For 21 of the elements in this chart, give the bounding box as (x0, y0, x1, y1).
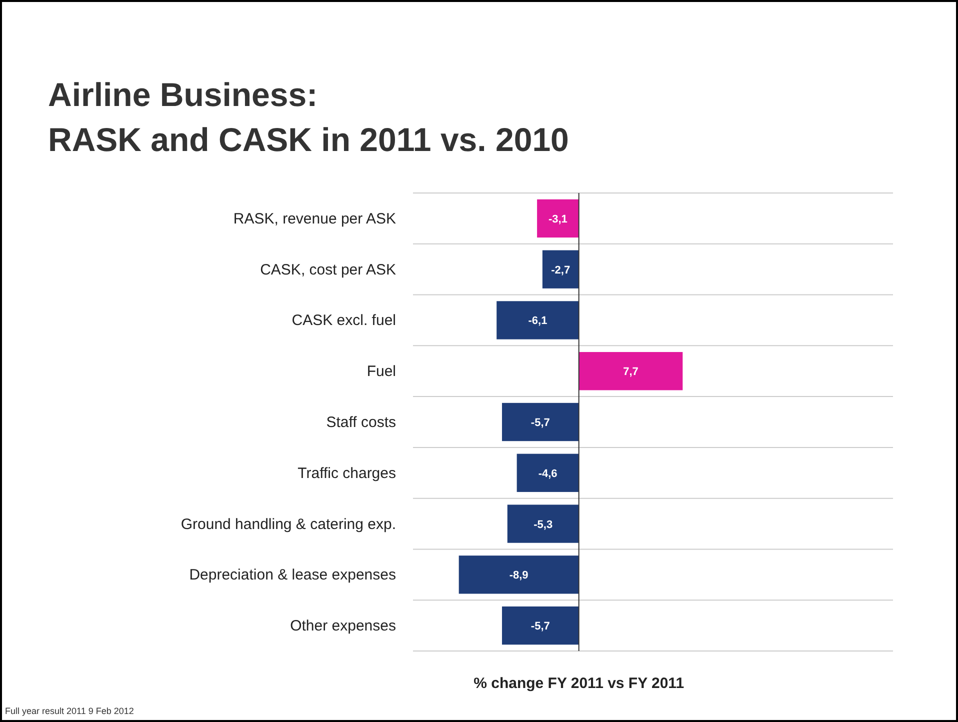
text: Full year result 2011 9 Feb 2012 (5, 706, 134, 716)
data-label: -4,6 (538, 468, 558, 480)
y-tick-label: RASK, revenue per ASK (233, 210, 396, 228)
data-label: -5,7 (530, 620, 550, 633)
data-label: -6,1 (528, 315, 548, 328)
y-tick-label: Staff costs (326, 414, 396, 431)
data-label: -8,9 (509, 570, 528, 582)
data-label: 7,7 (623, 366, 638, 378)
y-tick-label: Depreciation & lease expenses (189, 566, 396, 584)
data-label: -2,7 (551, 264, 570, 276)
chart-title: Airline Business: RASK and CASK in 2011 vs. 2010 (48, 76, 569, 158)
y-tick-label: Fuel (366, 363, 396, 380)
y-tick-label: CASK, cost per ASK (260, 261, 396, 278)
y-tick-label: CASK excl. fuel (292, 312, 396, 330)
x-axis-title: % change FY 2011 vs FY 2011 (474, 675, 684, 692)
y-tick-label: Traffic charges (298, 464, 396, 482)
data-label: -3,1 (548, 213, 568, 226)
data-label: -5,7 (530, 417, 550, 429)
data-label: -5,3 (534, 518, 553, 531)
y-tick-label: Ground handling & catering exp. (180, 516, 396, 533)
y-tick-label: Other expenses (290, 618, 396, 635)
